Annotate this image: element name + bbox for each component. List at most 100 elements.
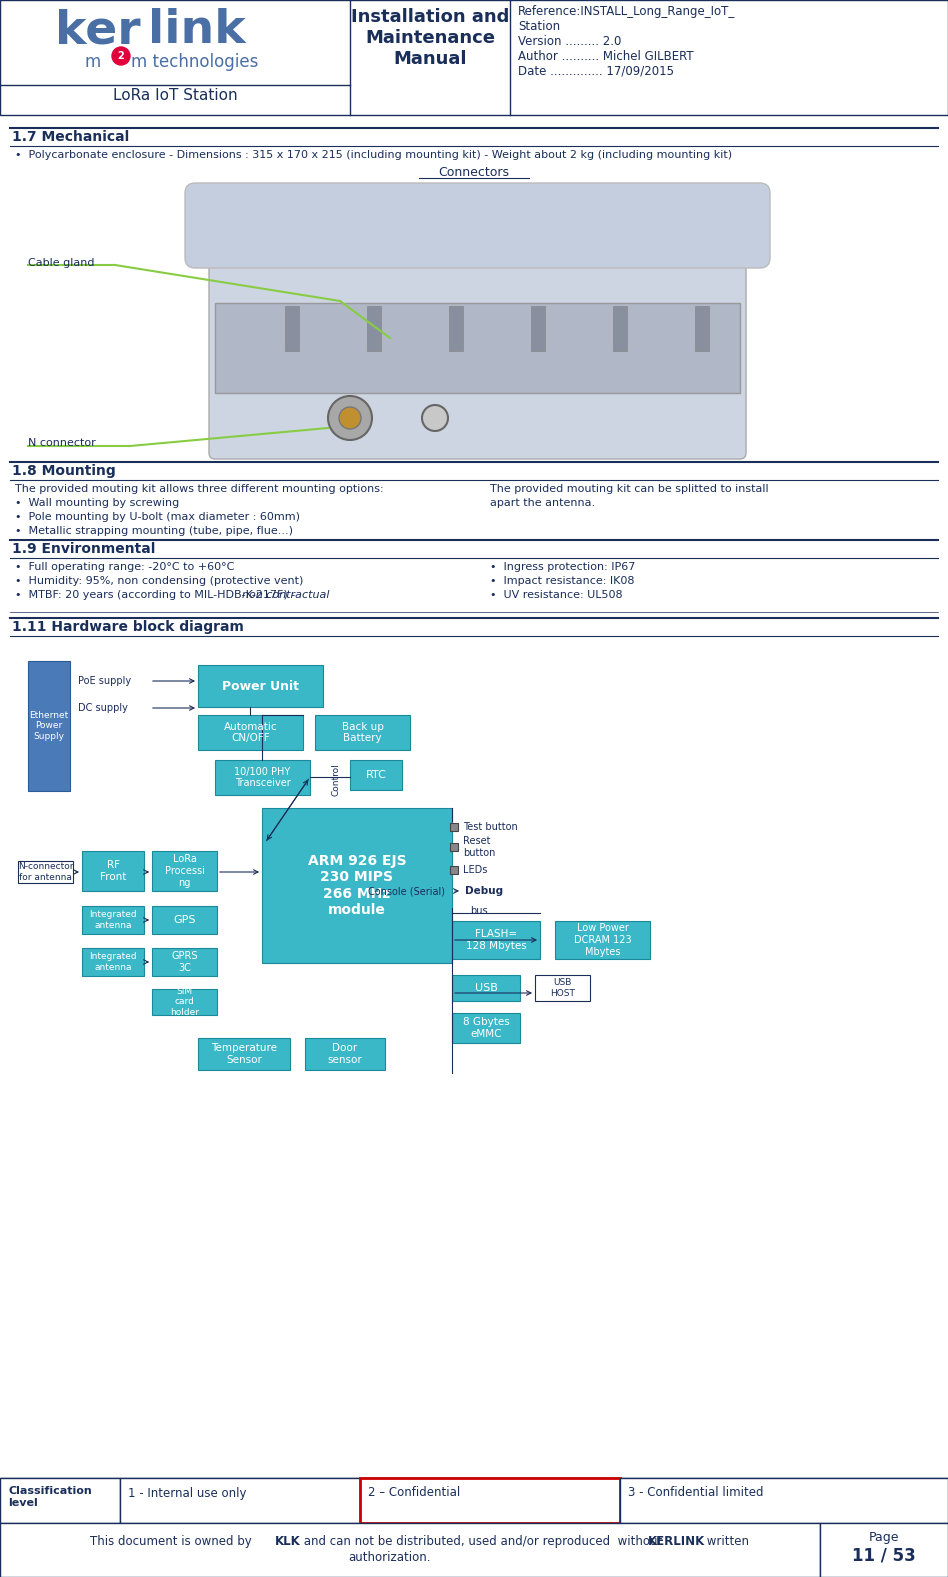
Bar [18, 861, 73, 883]
Text: DC supply: DC supply [78, 703, 128, 713]
Circle shape [339, 407, 361, 429]
Bar [450, 866, 458, 874]
Text: •  Polycarbonate enclosure - Dimensions : 315 x 170 x 215 (including mounting ki: • Polycarbonate enclosure - Dimensions :… [15, 150, 732, 159]
Text: USB
HOST: USB HOST [550, 978, 574, 998]
Text: Connectors: Connectors [439, 166, 509, 180]
Bar [285, 306, 299, 352]
Bar [152, 948, 217, 976]
Text: non contractual: non contractual [243, 590, 330, 599]
Bar [620, 1478, 948, 1523]
Text: 11 / 53: 11 / 53 [852, 1547, 916, 1564]
Text: Automatic
CN/OFF: Automatic CN/OFF [224, 722, 278, 743]
Bar [450, 844, 458, 852]
Text: ker: ker [55, 8, 140, 54]
Text: ARM 926 EJS
230 MIPS
266 MHz
module: ARM 926 EJS 230 MIPS 266 MHz module [308, 855, 407, 916]
Bar [0, 1478, 120, 1523]
Text: PoE supply: PoE supply [78, 677, 131, 686]
Bar [305, 1038, 385, 1071]
Text: LoRa IoT Station: LoRa IoT Station [113, 88, 237, 103]
Bar [367, 306, 381, 352]
Text: Cable gland: Cable gland [28, 259, 95, 268]
Bar [360, 1478, 620, 1523]
Text: Classification
level: Classification level [8, 1486, 92, 1508]
Circle shape [422, 405, 448, 431]
Bar [315, 714, 410, 751]
Text: •  Ingress protection: IP67: • Ingress protection: IP67 [490, 561, 635, 572]
Text: The provided mouting kit allows three different mounting options:: The provided mouting kit allows three di… [15, 484, 384, 494]
Text: 1.11 Hardware block diagram: 1.11 Hardware block diagram [12, 620, 244, 634]
Bar [820, 1523, 948, 1577]
Bar [452, 1012, 520, 1042]
Text: Date .............. 17/09/2015: Date .............. 17/09/2015 [518, 65, 674, 77]
Text: authorization.: authorization. [349, 1552, 431, 1564]
Text: 8 Gbytes
eMMC: 8 Gbytes eMMC [463, 1017, 509, 1039]
Text: GPS: GPS [173, 915, 195, 926]
Bar [82, 948, 144, 976]
Bar [0, 1478, 948, 1523]
Bar [82, 852, 144, 891]
Text: and can not be distributed, used and/or reproduced  without: and can not be distributed, used and/or … [300, 1534, 666, 1549]
Bar [198, 714, 303, 751]
Text: Temperature
Sensor: Temperature Sensor [211, 1044, 277, 1064]
Text: Installation and
Maintenance
Manual: Installation and Maintenance Manual [351, 8, 509, 68]
Text: 1.9 Environmental: 1.9 Environmental [12, 542, 155, 557]
Text: GPRS
3C: GPRS 3C [172, 951, 198, 973]
Text: Ethernet
Power
Supply: Ethernet Power Supply [29, 711, 68, 741]
Bar [198, 665, 323, 706]
Bar [198, 1038, 290, 1071]
Text: 2: 2 [118, 50, 124, 62]
Text: Reset
button: Reset button [463, 836, 496, 858]
Text: KERLINK: KERLINK [648, 1534, 705, 1549]
Text: SIM
card
holder: SIM card holder [170, 987, 199, 1017]
Text: Reference:INSTALL_Long_Range_IoT_: Reference:INSTALL_Long_Range_IoT_ [518, 5, 736, 17]
Text: N-connector
for antenna: N-connector for antenna [18, 863, 73, 882]
Text: Version ......... 2.0: Version ......... 2.0 [518, 35, 621, 47]
Bar [450, 823, 458, 831]
Text: Integrated
antenna: Integrated antenna [89, 910, 137, 930]
Text: Page: Page [868, 1531, 900, 1544]
Bar [449, 306, 463, 352]
Text: m technologies: m technologies [131, 54, 259, 71]
Text: Debug: Debug [465, 886, 503, 896]
Text: 1.7 Mechanical: 1.7 Mechanical [12, 129, 129, 144]
FancyBboxPatch shape [209, 202, 746, 459]
Bar [152, 907, 217, 934]
Bar [152, 852, 217, 891]
Text: Author .......... Michel GILBERT: Author .......... Michel GILBERT [518, 50, 694, 63]
Bar [82, 907, 144, 934]
Circle shape [328, 396, 372, 440]
Text: •  Humidity: 95%, non condensing (protective vent): • Humidity: 95%, non condensing (protect… [15, 576, 303, 587]
Text: Test button: Test button [463, 822, 518, 833]
Text: Integrated
antenna: Integrated antenna [89, 953, 137, 971]
Text: 1 - Internal use only: 1 - Internal use only [128, 1487, 246, 1500]
Text: The provided mouting kit can be splitted to install: The provided mouting kit can be splitted… [490, 484, 769, 494]
Bar [531, 306, 545, 352]
Text: 3 - Confidential limited: 3 - Confidential limited [628, 1487, 763, 1500]
Text: USB: USB [475, 982, 498, 994]
Text: FLASH=
128 Mbytes: FLASH= 128 Mbytes [465, 929, 526, 951]
Bar [262, 807, 452, 964]
Bar [695, 306, 709, 352]
Bar [215, 760, 310, 795]
Text: apart the antenna.: apart the antenna. [490, 498, 595, 508]
Text: KLK: KLK [275, 1534, 301, 1549]
Text: •  Full operating range: -20°C to +60°C: • Full operating range: -20°C to +60°C [15, 561, 234, 572]
Text: m: m [85, 54, 101, 71]
Bar [215, 303, 740, 393]
Text: •  Pole mounting by U-bolt (max diameter : 60mm): • Pole mounting by U-bolt (max diameter … [15, 513, 300, 522]
Bar [452, 975, 520, 1001]
Text: Power Unit: Power Unit [222, 680, 299, 692]
Text: LEDs: LEDs [463, 866, 487, 875]
Circle shape [112, 47, 130, 65]
Text: •  Wall mounting by screwing: • Wall mounting by screwing [15, 498, 179, 508]
Text: Station: Station [518, 21, 560, 33]
Bar [555, 921, 650, 959]
Text: link: link [148, 8, 246, 54]
Text: RF
Front: RF Front [100, 859, 126, 882]
Text: written: written [703, 1534, 749, 1549]
Text: •  Metallic strapping mounting (tube, pipe, flue...): • Metallic strapping mounting (tube, pip… [15, 527, 293, 536]
Text: bus: bus [470, 907, 487, 916]
Text: Control: Control [332, 763, 341, 796]
Bar [535, 975, 590, 1001]
Bar [613, 306, 627, 352]
